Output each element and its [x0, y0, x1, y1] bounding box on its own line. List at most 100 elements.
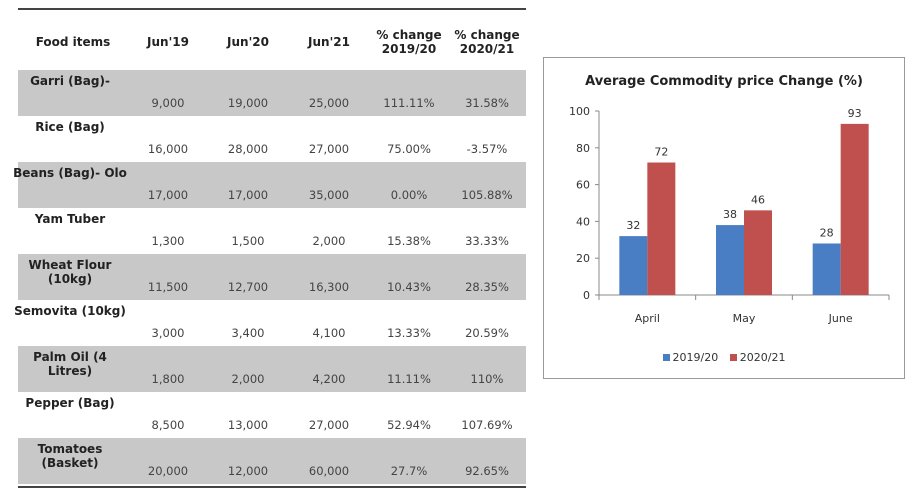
data-label: 28	[820, 226, 834, 239]
value-jun20: 19,000	[227, 96, 269, 110]
value-cell-jun21: 4,100	[288, 300, 370, 346]
legend-entry-2019-20: 2019/20	[662, 350, 722, 364]
value-jun20: 28,000	[227, 142, 269, 156]
chart-title: Average Commodity price Change (%)	[585, 74, 863, 89]
value-chg1: 11.11%	[387, 372, 431, 386]
y-tick-label: 20	[576, 252, 590, 265]
food-item-name: Tomatoes (Basket)	[37, 442, 103, 470]
value-chg1: 27.7%	[390, 464, 428, 478]
value-cell-jun21: 60,000	[288, 438, 370, 484]
value-jun20: 3,400	[231, 326, 265, 340]
value-cell-jun19: 20,000	[128, 438, 208, 484]
value-jun19: 11,500	[147, 280, 189, 294]
value-cell-chg1: 13.33%	[370, 300, 448, 346]
food-item-name: Garri (Bag)-	[30, 74, 110, 88]
value-cell-jun19: 3,000	[128, 300, 208, 346]
food-item-cell: Wheat Flour (10kg)	[18, 254, 128, 300]
header-change-2020-21: % change 2020/21	[454, 28, 520, 56]
value-cell-jun21: 25,000	[288, 70, 370, 116]
value-chg1: 0.00%	[390, 188, 428, 202]
value-chg2: 28.35%	[465, 280, 509, 294]
bar-2019-20-april	[619, 236, 648, 295]
y-tick-label: 100	[569, 105, 590, 118]
value-chg2: 110%	[470, 372, 504, 386]
data-label: 93	[848, 107, 862, 120]
value-jun20: 1,500	[231, 234, 265, 248]
chart-legend: 2019/20 2020/21	[544, 350, 904, 364]
y-tick-label: 0	[583, 289, 590, 302]
value-jun21: 27,000	[308, 418, 350, 432]
value-cell-jun20: 3,400	[208, 300, 288, 346]
food-item-cell: Pepper (Bag)	[18, 392, 128, 438]
value-cell-chg1: 111.11%	[370, 70, 448, 116]
value-cell-jun20: 19,000	[208, 70, 288, 116]
food-item-cell: Rice (Bag)	[18, 116, 128, 162]
value-jun21: 35,000	[308, 188, 350, 202]
value-jun19: 17,000	[147, 188, 189, 202]
food-item-name: Yam Tuber	[34, 212, 106, 226]
value-cell-jun21: 35,000	[288, 162, 370, 208]
value-chg1: 10.43%	[387, 280, 431, 294]
value-jun21: 16,300	[308, 280, 350, 294]
value-jun21: 4,200	[312, 372, 346, 386]
value-cell-jun20: 28,000	[208, 116, 288, 162]
value-cell-chg2: 92.65%	[448, 438, 526, 484]
legend-swatch-2020-21	[729, 354, 737, 361]
value-cell-jun19: 1,800	[128, 346, 208, 392]
y-tick-label: 60	[576, 179, 590, 192]
food-item-name: Rice (Bag)	[35, 120, 105, 134]
value-cell-chg2: -3.57%	[448, 116, 526, 162]
legend-label-2020-21: 2020/21	[739, 350, 786, 364]
food-item-cell: Garri (Bag)-	[18, 70, 128, 116]
value-cell-jun19: 16,000	[128, 116, 208, 162]
value-cell-chg2: 33.33%	[448, 208, 526, 254]
value-jun21: 60,000	[308, 464, 350, 478]
legend-label-2019-20: 2019/20	[672, 350, 719, 364]
table-row: Semovita (10kg) 3,000 3,400 4,100 13.33% 20.5…	[14, 300, 526, 346]
value-jun21: 25,000	[308, 96, 350, 110]
bar-2020-21-may	[744, 210, 772, 295]
table-bottom-rule	[18, 486, 526, 488]
value-cell-jun19: 11,500	[128, 254, 208, 300]
value-jun20: 12,700	[227, 280, 269, 294]
value-cell-jun20: 2,000	[208, 346, 288, 392]
table-row: Rice (Bag) 16,000 28,000 27,000 75.00% -3.57%	[18, 116, 526, 162]
food-item-name: Pepper (Bag)	[25, 396, 115, 410]
value-cell-chg1: 0.00%	[370, 162, 448, 208]
value-jun19: 1,800	[151, 372, 185, 386]
value-jun20: 17,000	[227, 188, 269, 202]
value-cell-jun20: 12,700	[208, 254, 288, 300]
value-cell-chg2: 105.88%	[448, 162, 526, 208]
category-label-may: May	[733, 312, 756, 325]
y-tick-label: 40	[576, 215, 590, 228]
table-row: Beans (Bag)- Olo 17,000 17,000 35,000 0.00% 1…	[13, 162, 526, 208]
value-cell-chg1: 75.00%	[370, 116, 448, 162]
value-chg2: 31.58%	[465, 96, 509, 110]
food-price-table-panel: Food items Jun'19 Jun'20 Jun'21 % change…	[13, 0, 526, 488]
table-row: Yam Tuber 1,300 1,500 2,000 15.38% 33.33%	[18, 208, 526, 254]
chart-svg: Average Commodity price Change (%) 0 20 40 6…	[569, 74, 890, 325]
value-cell-chg2: 110%	[448, 346, 526, 392]
value-jun20: 2,000	[231, 372, 265, 386]
value-chg1: 13.33%	[387, 326, 431, 340]
header-food-items: Food items	[35, 35, 111, 49]
food-item-name: Semovita (10kg)	[14, 304, 126, 318]
value-cell-chg1: 15.38%	[370, 208, 448, 254]
value-cell-jun21: 2,000	[288, 208, 370, 254]
value-cell-jun19: 8,500	[128, 392, 208, 438]
value-jun21: 27,000	[308, 142, 350, 156]
value-cell-chg1: 10.43%	[370, 254, 448, 300]
value-cell-jun21: 27,000	[288, 116, 370, 162]
food-item-cell: Yam Tuber	[18, 208, 128, 254]
value-jun20: 12,000	[227, 464, 269, 478]
category-label-april: April	[635, 312, 660, 325]
value-cell-chg1: 11.11%	[370, 346, 448, 392]
value-cell-jun20: 1,500	[208, 208, 288, 254]
bar-2019-20-may	[716, 225, 744, 295]
value-cell-jun21: 27,000	[288, 392, 370, 438]
food-item-cell: Beans (Bag)- Olo	[13, 162, 128, 208]
table-top-rule	[18, 8, 526, 10]
value-jun19: 20,000	[147, 464, 189, 478]
value-cell-chg2: 31.58%	[448, 70, 526, 116]
value-cell-jun20: 12,000	[208, 438, 288, 484]
